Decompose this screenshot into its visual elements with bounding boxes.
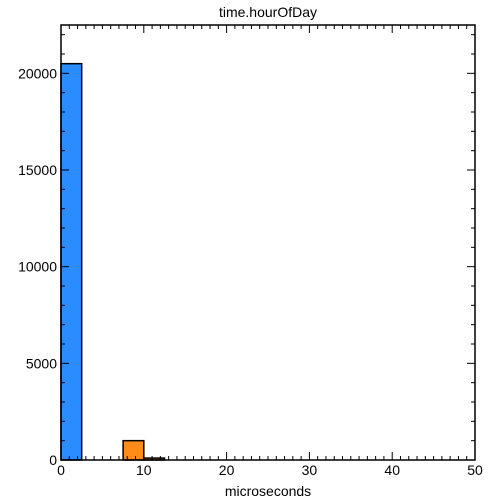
ticks-group: 0 10 20 30 40 50 0 5000 10000 15000 20000 (18, 25, 483, 478)
histogram-bar (122, 439, 145, 461)
y-tick-label: 15000 (18, 162, 57, 178)
y-tick-label: 20000 (18, 65, 57, 81)
x-tick-label: 20 (219, 462, 235, 478)
x-axis-label: microseconds (225, 483, 311, 499)
x-tick-label: 0 (57, 462, 65, 478)
y-tick-label: 5000 (26, 355, 57, 371)
x-tick-label: 30 (302, 462, 318, 478)
y-tick-label: 10000 (18, 259, 57, 275)
plot-frame (60, 24, 476, 461)
y-tick-label: 0 (49, 452, 57, 468)
x-tick-label: 10 (136, 462, 152, 478)
x-tick-label: 50 (467, 462, 483, 478)
chart-title: time.hourOfDay (219, 4, 317, 20)
bars-group (60, 62, 166, 461)
x-tick-label: 40 (384, 462, 400, 478)
histogram-bar (60, 62, 83, 461)
